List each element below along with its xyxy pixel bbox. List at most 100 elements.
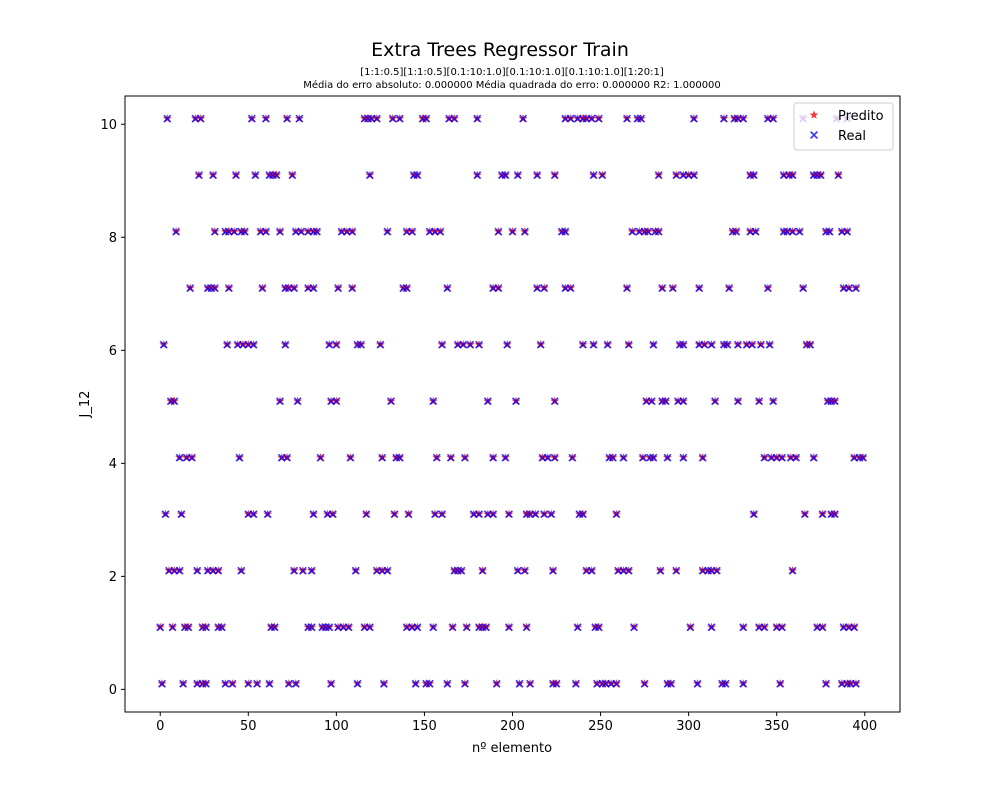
legend-marker-predito: [809, 110, 819, 119]
real-point: [624, 340, 633, 349]
real-point: [508, 227, 517, 236]
real-point: [307, 623, 316, 632]
real-point: [513, 171, 522, 180]
real-point: [503, 340, 512, 349]
real-point: [378, 453, 387, 462]
real-point: [202, 623, 210, 632]
real-point: [739, 679, 748, 688]
real-point: [193, 566, 202, 575]
real-point: [334, 284, 343, 293]
real-point: [501, 171, 510, 180]
real-point: [760, 623, 769, 632]
real-point: [515, 679, 524, 688]
real-point: [251, 171, 260, 180]
real-point: [603, 340, 612, 349]
real-point: [284, 679, 293, 688]
real-point: [408, 227, 417, 236]
real-point: [594, 114, 603, 123]
x-tick-label: 350: [764, 719, 789, 734]
legend-marker-real: [810, 131, 818, 139]
real-point: [270, 623, 279, 632]
real-point: [649, 340, 658, 349]
real-point: [175, 453, 184, 462]
real-point: [571, 679, 580, 688]
real-point: [830, 397, 839, 406]
real-point: [628, 227, 637, 236]
real-point: [475, 510, 483, 519]
real-point: [489, 510, 498, 519]
real-point: [733, 340, 742, 349]
real-point: [719, 114, 728, 123]
real-point: [619, 453, 628, 462]
real-point: [654, 171, 663, 180]
real-point: [168, 623, 177, 632]
real-point: [411, 679, 420, 688]
real-point: [249, 510, 258, 519]
real-point: [210, 227, 219, 236]
real-point: [443, 679, 452, 688]
real-point: [210, 284, 219, 293]
x-axis-ticks: 0 50 100 150 200 250 300 350 400: [156, 712, 877, 734]
real-point: [258, 284, 267, 293]
real-point: [237, 566, 246, 575]
real-point: [489, 453, 498, 462]
real-point: [589, 340, 598, 349]
real-point: [247, 114, 256, 123]
real-point: [661, 397, 670, 406]
real-point: [372, 114, 381, 123]
real-point: [186, 284, 195, 293]
y-axis-label: J_12: [78, 391, 93, 419]
real-point: [522, 623, 531, 632]
real-point: [473, 114, 482, 123]
real-point: [623, 284, 631, 293]
real-point: [589, 171, 598, 180]
real-point: [387, 397, 395, 406]
real-point: [543, 453, 552, 462]
real-point: [520, 227, 529, 236]
real-point: [679, 453, 688, 462]
x-tick-label: 50: [240, 719, 257, 734]
real-point: [672, 566, 681, 575]
real-point: [217, 623, 226, 632]
real-point: [348, 284, 357, 293]
real-point: [235, 453, 244, 462]
real-point: [313, 227, 321, 236]
real-point: [388, 114, 397, 123]
real-point: [478, 566, 487, 575]
real-point: [624, 566, 633, 575]
real-point: [501, 453, 510, 462]
real-point: [763, 284, 772, 293]
real-point: [552, 679, 561, 688]
real-point: [344, 623, 353, 632]
x-tick-label: 250: [588, 719, 613, 734]
real-point: [778, 623, 786, 632]
real-point: [568, 453, 577, 462]
x-tick-label: 100: [324, 719, 349, 734]
real-point: [795, 227, 804, 236]
real-point: [327, 679, 336, 688]
real-point: [663, 453, 672, 462]
real-point: [240, 227, 249, 236]
real-point: [739, 114, 748, 123]
real-point: [550, 453, 559, 462]
real-point: [573, 623, 582, 632]
real-point: [404, 510, 413, 519]
real-point: [261, 227, 270, 236]
real-point: [561, 227, 570, 236]
real-point: [598, 171, 607, 180]
real-point: [494, 284, 503, 293]
real-point: [276, 397, 284, 406]
real-point: [253, 679, 262, 688]
real-point: [578, 340, 587, 349]
real-point: [519, 114, 528, 123]
real-point: [379, 679, 388, 688]
real-point: [765, 340, 774, 349]
real-point: [316, 453, 325, 462]
real-point: [612, 510, 621, 519]
real-point: [792, 453, 801, 462]
real-point: [707, 340, 716, 349]
real-point: [438, 510, 447, 519]
real-point: [712, 566, 721, 575]
real-point: [196, 114, 205, 123]
real-point: [822, 679, 830, 688]
